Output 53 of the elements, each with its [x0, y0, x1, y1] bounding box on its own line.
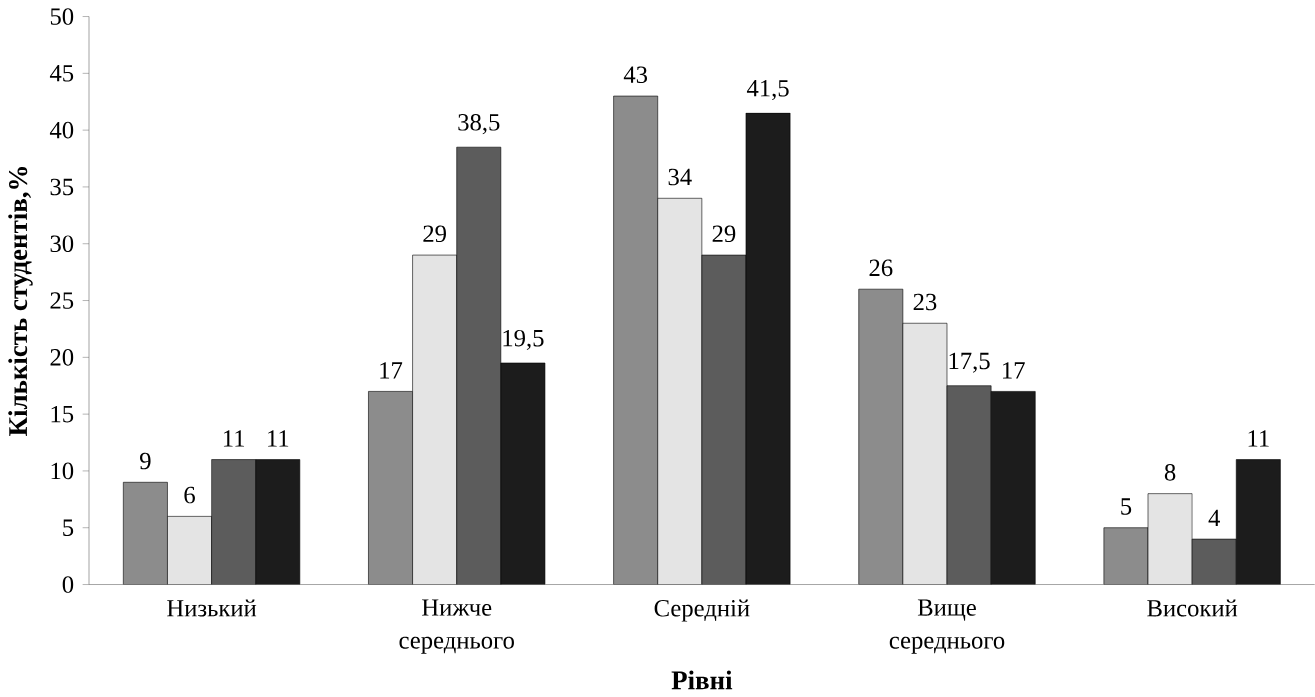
data-label: 11	[268, 430, 289, 447]
data-label: 6	[184, 486, 195, 504]
bar	[456, 146, 502, 585]
data-label: 9	[140, 452, 151, 470]
x-tick-label: Високий	[1147, 599, 1238, 617]
bar	[167, 515, 212, 585]
y-tick-label: 5	[63, 519, 74, 536]
data-label: 43	[623, 66, 648, 83]
data-label: 26	[869, 259, 893, 276]
y-tick-label: 25	[50, 292, 74, 309]
data-label: 38,5	[458, 113, 500, 134]
data-label: 23	[913, 293, 937, 311]
bar	[701, 254, 747, 585]
data-label: 29	[423, 225, 446, 242]
y-tick-label: 15	[51, 405, 74, 423]
data-label: 17	[380, 361, 403, 379]
bar	[412, 254, 458, 585]
y-tick-label: 10	[51, 462, 74, 480]
x-tick-label: Середній	[654, 599, 750, 622]
bar	[211, 459, 256, 585]
y-tick-label: 30	[50, 235, 74, 252]
data-label: 29	[712, 225, 736, 242]
data-label: 19,5	[503, 329, 544, 350]
data-label: 8	[1164, 463, 1176, 481]
data-label: 34	[668, 168, 692, 186]
x-tick-label: Нижче середнього	[399, 599, 514, 654]
bar	[1103, 527, 1149, 585]
data-label: 5	[1121, 498, 1132, 515]
y-tick-label: 20	[50, 348, 74, 366]
bar	[123, 481, 168, 585]
bar	[946, 385, 992, 585]
data-label: 41,5	[746, 79, 789, 100]
y-tick-label: 35	[50, 178, 74, 196]
x-tick-label: Низький	[167, 599, 257, 617]
bar	[613, 95, 659, 585]
data-label: 11	[223, 430, 245, 447]
data-label: 11	[1248, 430, 1269, 447]
y-axis-title: Кількість студентів,%	[8, 166, 33, 436]
bar	[657, 197, 703, 585]
x-tick-label: Вище середнього	[889, 599, 1005, 654]
data-label: 4	[1208, 509, 1220, 526]
bar	[902, 322, 948, 585]
y-tick-label: 50	[50, 8, 74, 25]
y-tick-label: 0	[62, 576, 74, 593]
x-axis-title: Рівні	[671, 670, 733, 689]
bar	[1191, 538, 1237, 585]
bar	[1147, 493, 1193, 585]
y-tick-label: 40	[49, 121, 74, 139]
data-label: 17	[1003, 361, 1025, 379]
bar	[858, 288, 904, 585]
y-tick-label: 45	[49, 64, 74, 82]
bar	[368, 390, 413, 585]
data-label: 17,5	[949, 352, 990, 373]
